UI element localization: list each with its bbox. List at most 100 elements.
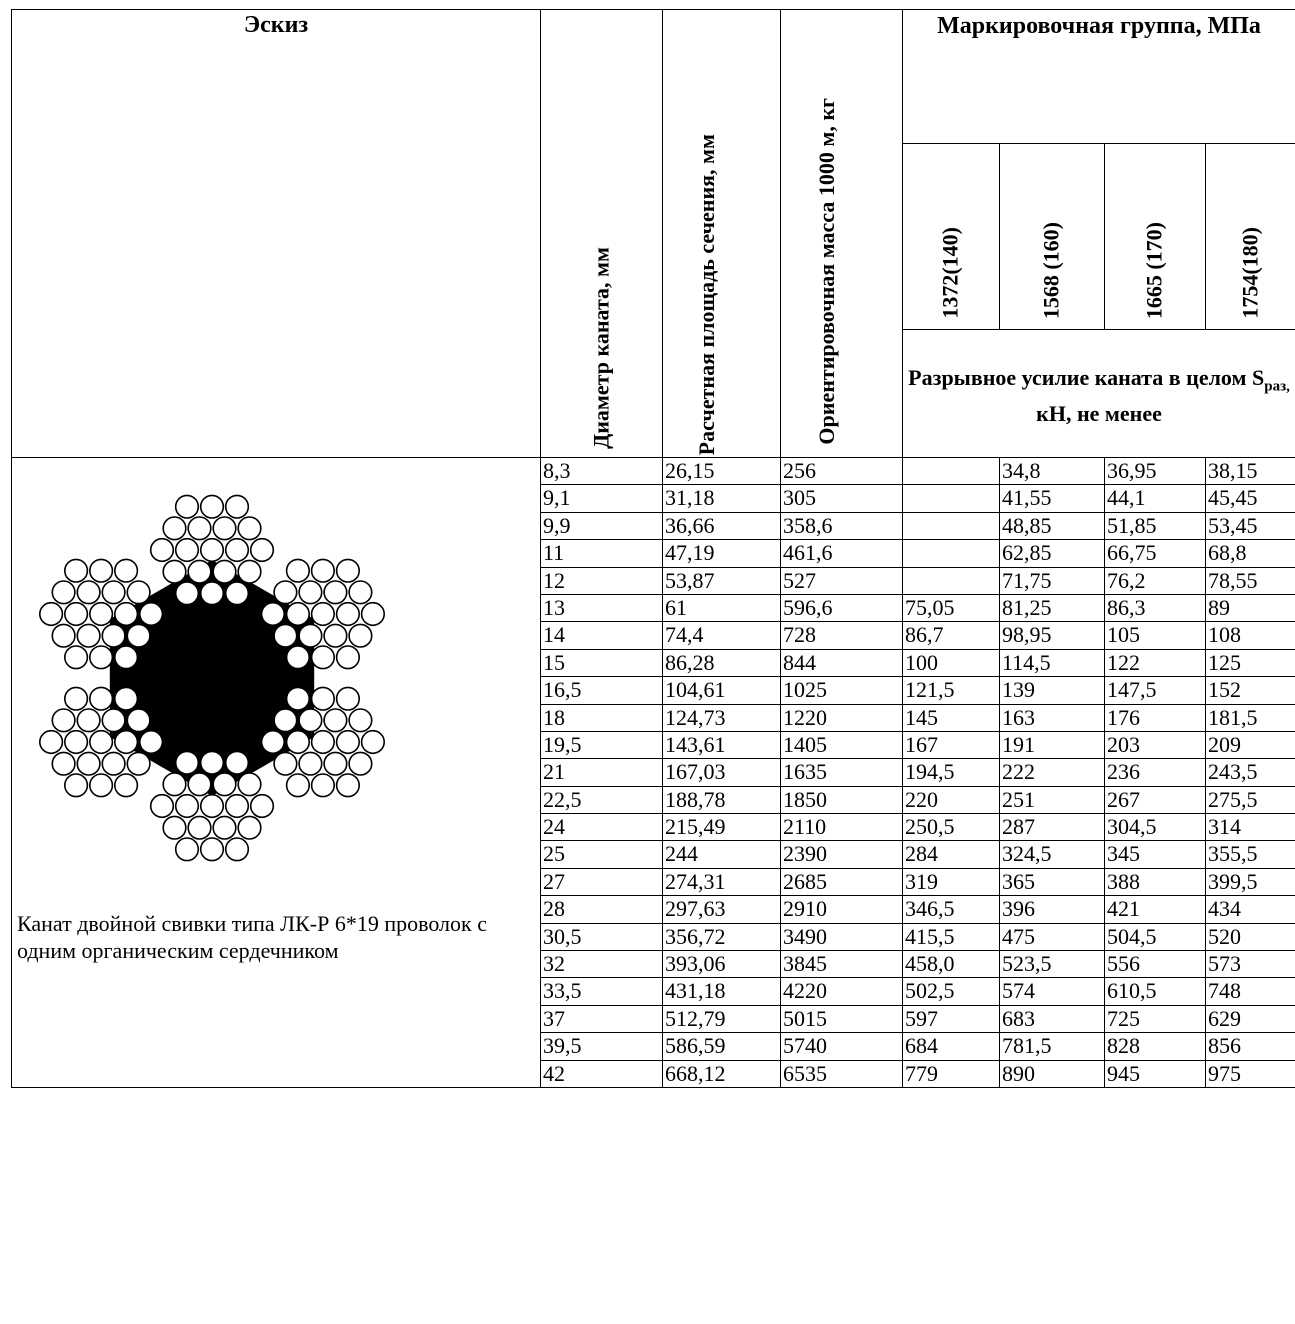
table-cell: 38,15 xyxy=(1204,456,1295,486)
table-cell: 4220 xyxy=(780,977,903,1006)
table-cell: 3490 xyxy=(780,922,903,952)
table-cell: 16,5 xyxy=(540,676,663,705)
table-cell: 365 xyxy=(999,867,1105,897)
table-cell: 163 xyxy=(999,703,1105,732)
diameter-header: Диаметр каната, мм xyxy=(540,9,663,458)
table-cell: 1220 xyxy=(780,703,903,732)
table-cell: 520 xyxy=(1204,922,1295,952)
table-cell: 53,45 xyxy=(1204,511,1295,541)
table-cell: 5740 xyxy=(780,1032,903,1061)
table-cell: 143,61 xyxy=(662,730,781,760)
table-cell: 3845 xyxy=(780,950,903,979)
table-row: 27 274,31 2685 319 365 388 399,5 xyxy=(12,867,1295,897)
table-row: 24 215,49 2110 250,5 287 304,5 314 xyxy=(12,813,1295,842)
table-cell: 176 xyxy=(1104,703,1206,732)
table-cell: 2390 xyxy=(780,840,903,869)
sketch-cell: Канат двойной свивки типа ЛК-Р 6*19 пров… xyxy=(11,457,541,1088)
table-cell: 5015 xyxy=(780,1004,903,1034)
table-cell: 324,5 xyxy=(999,840,1105,869)
table-cell: 1405 xyxy=(780,730,903,760)
table-cell: 74,4 xyxy=(662,621,781,650)
table-cell: 51,85 xyxy=(1104,511,1206,541)
table-cell: 556 xyxy=(1104,950,1206,979)
table-cell: 668,12 xyxy=(662,1059,781,1088)
grade-label: 1665 (170) xyxy=(1141,221,1167,319)
table-cell: 167 xyxy=(902,730,1000,760)
table-row: 32 393,06 3845 458,0 523,5 556 573 xyxy=(12,950,1295,979)
table-cell: 415,5 xyxy=(902,922,1000,952)
grade-header-2: 1568 (160) xyxy=(999,143,1105,330)
table-cell: 781,5 xyxy=(999,1032,1105,1061)
table-cell: 573 xyxy=(1204,950,1295,979)
table-cell: 2685 xyxy=(780,867,903,897)
table-row: 16,5 104,61 1025 121,5 139 147,5 152 xyxy=(12,676,1295,705)
table-cell xyxy=(902,511,1000,541)
area-header: Расчетная площадь сечения, мм xyxy=(662,9,781,458)
group-header: Маркировочная группа, МПа xyxy=(901,9,1295,144)
table-cell: 527 xyxy=(780,566,903,595)
table-cell: 152 xyxy=(1204,676,1295,705)
table-cell: 304,5 xyxy=(1104,813,1206,842)
table-cell: 31,18 xyxy=(662,484,781,513)
table-cell: 356,72 xyxy=(662,922,781,952)
table-cell: 512,79 xyxy=(662,1004,781,1034)
table-cell: 181,5 xyxy=(1204,703,1295,732)
table-cell: 1025 xyxy=(780,676,903,705)
table-cell: 81,25 xyxy=(999,593,1105,623)
table-cell: 8,3 xyxy=(540,456,663,486)
table-cell: 139 xyxy=(999,676,1105,705)
table-cell: 6535 xyxy=(780,1059,903,1088)
table-cell: 86,28 xyxy=(662,648,781,678)
table-cell: 314 xyxy=(1204,813,1295,842)
table-cell: 305 xyxy=(780,484,903,513)
table-row: 11 47,19 461,6 62,85 66,75 68,8 xyxy=(12,539,1295,568)
grade-header-4: 1754(180) xyxy=(1204,143,1295,330)
table-cell: 388 xyxy=(1104,867,1206,897)
table-row: Канат двойной свивки типа ЛК-Р 6*19 пров… xyxy=(11,456,1295,1088)
table-cell: 574 xyxy=(999,977,1105,1006)
table-cell: 53,87 xyxy=(662,566,781,595)
table-row: 28 297,63 2910 346,5 396 421 434 xyxy=(12,895,1295,924)
table-cell: 434 xyxy=(1204,895,1295,924)
table-cell: 256 xyxy=(780,456,903,486)
table-cell: 728 xyxy=(780,621,903,650)
table-cell: 32 xyxy=(540,950,663,979)
rope-caption: Канат двойной свивки типа ЛК-Р 6*19 пров… xyxy=(17,911,487,963)
grade-header-3: 1665 (170) xyxy=(1104,143,1206,330)
table-cell: 194,5 xyxy=(902,758,1000,787)
table-cell: 24 xyxy=(540,813,663,842)
table-cell: 945 xyxy=(1104,1059,1206,1088)
breaking-force-header: Разрывное усилие каната в целом Sраз, кН… xyxy=(901,329,1295,458)
table-cell: 114,5 xyxy=(999,648,1105,678)
table-row: 18 124,73 1220 145 163 176 181,5 xyxy=(12,703,1295,732)
sketch-header: Эскиз xyxy=(11,9,541,458)
table-cell: 62,85 xyxy=(999,539,1105,568)
table-cell: 215,49 xyxy=(662,813,781,842)
table-cell: 2910 xyxy=(780,895,903,924)
table-cell xyxy=(902,539,1000,568)
force-text: Разрывное усилие каната в целом S xyxy=(908,364,1265,390)
rope-cross-section-image xyxy=(39,494,386,862)
table-row: 15 86,28 844 100 114,5 122 125 xyxy=(12,648,1295,678)
grade-label: 1372(140) xyxy=(937,227,963,319)
table-cell: 33,5 xyxy=(540,977,663,1006)
table-cell: 11 xyxy=(540,539,663,568)
table-cell: 22,5 xyxy=(540,785,663,815)
table-cell: 145 xyxy=(902,703,1000,732)
table-cell: 748 xyxy=(1204,977,1295,1006)
table-cell: 122 xyxy=(1104,648,1206,678)
table-cell: 12 xyxy=(540,566,663,595)
table-cell: 586,59 xyxy=(662,1032,781,1061)
table-cell: 461,6 xyxy=(780,539,903,568)
table-cell: 504,5 xyxy=(1104,922,1206,952)
table-row: 13 61 596,6 75,05 81,25 86,3 89 xyxy=(12,593,1295,623)
table-cell: 975 xyxy=(1204,1059,1295,1088)
table-cell: 48,85 xyxy=(999,511,1105,541)
table-cell: 250,5 xyxy=(902,813,1000,842)
table-cell: 78,55 xyxy=(1204,566,1295,595)
table-cell: 856 xyxy=(1204,1032,1295,1061)
rope-spec-table: Эскиз Диаметр каната, мм Расчетная площа… xyxy=(11,9,1295,1088)
table-cell: 629 xyxy=(1204,1004,1295,1034)
table-cell: 725 xyxy=(1104,1004,1206,1034)
table-cell: 683 xyxy=(999,1004,1105,1034)
